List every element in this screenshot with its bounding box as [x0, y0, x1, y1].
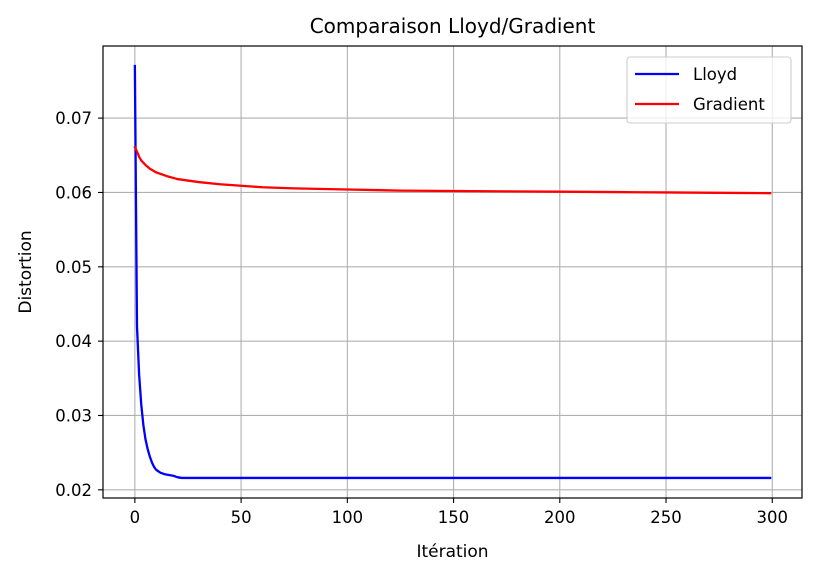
x-tick-label: 50 [231, 508, 252, 527]
x-tick-label: 150 [438, 508, 470, 527]
legend-label-lloyd: Lloyd [693, 65, 737, 84]
y-tick-label: 0.07 [55, 109, 92, 128]
x-axis-title: Itération [416, 542, 488, 562]
x-tick-label: 300 [757, 508, 789, 527]
y-tick-label: 0.04 [55, 332, 92, 351]
grid [103, 46, 802, 498]
series-layer [133, 64, 772, 480]
plot-area: 0 50 100 150 200 250 300 0.02 0.03 0.04 0.05 0.06 0.… [55, 45, 803, 527]
legend-label-gradient: Gradient [693, 95, 765, 114]
plot-frame [102, 45, 803, 499]
x-tick-label: 0 [130, 508, 141, 527]
axis-ticks: 0 50 100 150 200 250 300 0.02 0.03 0.04 0.05 0.06 0.… [55, 109, 788, 527]
y-tick-label: 0.02 [55, 481, 92, 500]
x-tick-label: 200 [544, 508, 576, 527]
y-tick-label: 0.06 [55, 183, 92, 202]
y-axis-title: Distortion [16, 230, 36, 313]
y-tick-label: 0.03 [55, 406, 92, 425]
series-line-gradient [133, 145, 772, 195]
series-line-lloyd [133, 64, 772, 480]
x-tick-label: 250 [650, 508, 682, 527]
chart-title: Comparaison Lloyd/Gradient [310, 14, 596, 38]
x-tick-label: 100 [332, 508, 364, 527]
legend: Lloyd Gradient [626, 56, 792, 124]
y-tick-label: 0.05 [55, 258, 92, 277]
